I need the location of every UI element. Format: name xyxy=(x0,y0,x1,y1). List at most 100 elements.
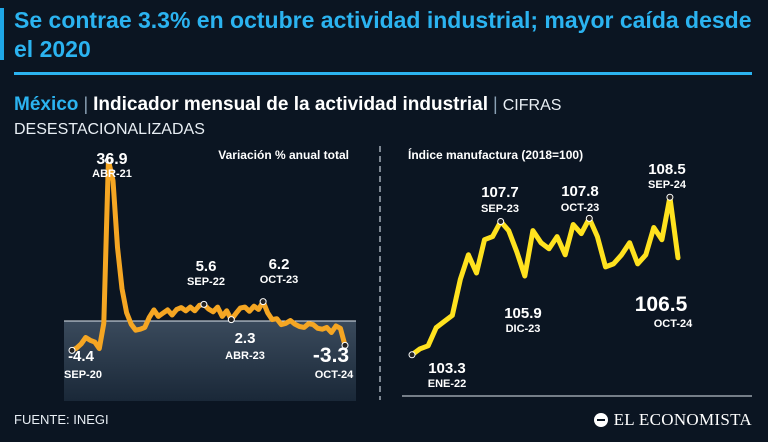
annotation-date: OCT-24 xyxy=(315,369,354,381)
left-series-point xyxy=(79,342,83,346)
left-series-point xyxy=(221,315,224,318)
left-chart-shade xyxy=(64,321,356,401)
subtitle-qualifier: CIFRAS DESESTACIONALIZADAS xyxy=(14,97,562,138)
subtitle: México | Indicador mensual de la activid… xyxy=(14,93,754,141)
right-series-point xyxy=(435,326,438,329)
left-series-point xyxy=(307,322,310,325)
annotation-date: SEP-24 xyxy=(648,179,687,191)
subtitle-separator-1: | xyxy=(83,94,89,114)
left-series-point xyxy=(293,323,297,326)
left-series-point xyxy=(266,311,269,314)
annotation-value: 6.2 xyxy=(269,256,290,273)
annotation-value: 107.7 xyxy=(481,184,519,201)
source-note: FUENTE: INEGI xyxy=(14,412,109,427)
left-series-point xyxy=(284,322,288,325)
left-series-point xyxy=(330,331,333,334)
right-series-point xyxy=(636,262,639,266)
left-series-point xyxy=(161,311,165,315)
left-series-point xyxy=(189,305,192,309)
left-key-point xyxy=(200,300,208,308)
left-series-point xyxy=(175,308,178,311)
annotation-date: ABR-21 xyxy=(92,168,132,180)
left-series-point xyxy=(116,246,119,249)
right-series-point xyxy=(515,250,518,253)
left-annotation-last: -3.3 OCT-24 xyxy=(313,344,354,381)
left-series-point xyxy=(157,315,160,318)
left-series-point xyxy=(198,304,201,307)
left-annotation-sep22: 5.6 SEP-22 xyxy=(187,258,225,288)
left-series-point xyxy=(257,308,260,311)
right-chart-title: Índice manufactura (2018=100) xyxy=(408,147,583,162)
left-series-point xyxy=(248,310,251,313)
annotation-date: OCT-23 xyxy=(561,202,600,214)
right-key-point xyxy=(666,193,674,201)
left-series-point xyxy=(84,336,87,339)
brand-name: EL ECONOMISTA xyxy=(613,410,752,429)
headline-rule xyxy=(14,72,752,75)
left-series-point xyxy=(111,179,115,182)
left-series-point xyxy=(339,327,342,330)
left-key-point xyxy=(227,316,235,324)
left-series-point xyxy=(102,322,106,325)
annotation-value: 106.5 xyxy=(635,293,688,316)
left-series-point xyxy=(134,329,137,332)
left-series-point xyxy=(225,309,228,312)
annotation-date: SEP-22 xyxy=(187,276,225,288)
left-series-point xyxy=(316,327,319,330)
left-series-point xyxy=(252,305,256,308)
right-series-point xyxy=(426,344,430,347)
left-series-point xyxy=(321,328,324,331)
annotation-date: SEP-20 xyxy=(64,369,102,381)
left-series-point xyxy=(275,317,278,320)
left-series-point xyxy=(216,305,219,309)
left-key-point xyxy=(68,346,76,354)
subtitle-indicator: Indicador mensual de la actividad indust… xyxy=(93,94,489,115)
right-series-point xyxy=(572,223,575,226)
left-series-point xyxy=(148,316,151,319)
left-series-point xyxy=(139,328,142,331)
right-key-point xyxy=(408,351,416,359)
right-series-point xyxy=(580,232,583,235)
left-series-point xyxy=(166,308,169,312)
right-series-point xyxy=(620,253,623,256)
subtitle-country: México xyxy=(14,94,79,115)
left-series-point xyxy=(89,339,92,342)
left-chart-title: Variación % anual total xyxy=(218,148,349,162)
right-series-point xyxy=(652,226,655,229)
left-series-point xyxy=(130,323,133,326)
brand-mark-icon xyxy=(593,413,608,427)
annotation-value: 103.3 xyxy=(428,360,466,377)
left-series-point xyxy=(311,323,315,326)
right-series-point xyxy=(523,274,526,278)
left-series-point xyxy=(170,313,174,317)
right-annotation-sep24: 108.5 SEP-24 xyxy=(648,161,687,191)
right-annotation-start: 103.3 ENE-22 xyxy=(428,360,467,390)
right-series-point xyxy=(596,235,599,238)
right-series-point xyxy=(418,347,422,350)
left-series-point xyxy=(243,305,247,309)
left-series-point xyxy=(143,326,146,329)
annotation-value: 108.5 xyxy=(648,161,686,178)
annotation-value: 2.3 xyxy=(235,330,256,347)
left-series-point xyxy=(98,347,101,350)
annotation-value: 107.8 xyxy=(561,183,599,200)
right-series-line xyxy=(409,194,681,358)
left-annotation-oct23: 6.2 OCT-23 xyxy=(260,256,299,286)
left-series-point xyxy=(302,326,306,329)
annotation-value: 5.6 xyxy=(196,258,217,275)
left-series-point xyxy=(298,325,301,328)
annotation-value: -3.3 xyxy=(313,344,349,367)
right-series-point xyxy=(483,238,486,241)
left-series-point xyxy=(271,318,274,321)
right-series-point xyxy=(676,256,680,259)
annotation-date: OCT-23 xyxy=(260,274,299,286)
right-series-point xyxy=(612,262,615,266)
headline-accent-bar xyxy=(0,8,4,60)
left-series-point xyxy=(211,310,215,313)
annotation-date: OCT-24 xyxy=(654,318,693,330)
left-series-point xyxy=(180,306,183,309)
left-series-point xyxy=(75,346,78,350)
right-chart-plot xyxy=(408,193,681,359)
left-series-point xyxy=(334,324,338,328)
left-key-point xyxy=(104,156,112,164)
